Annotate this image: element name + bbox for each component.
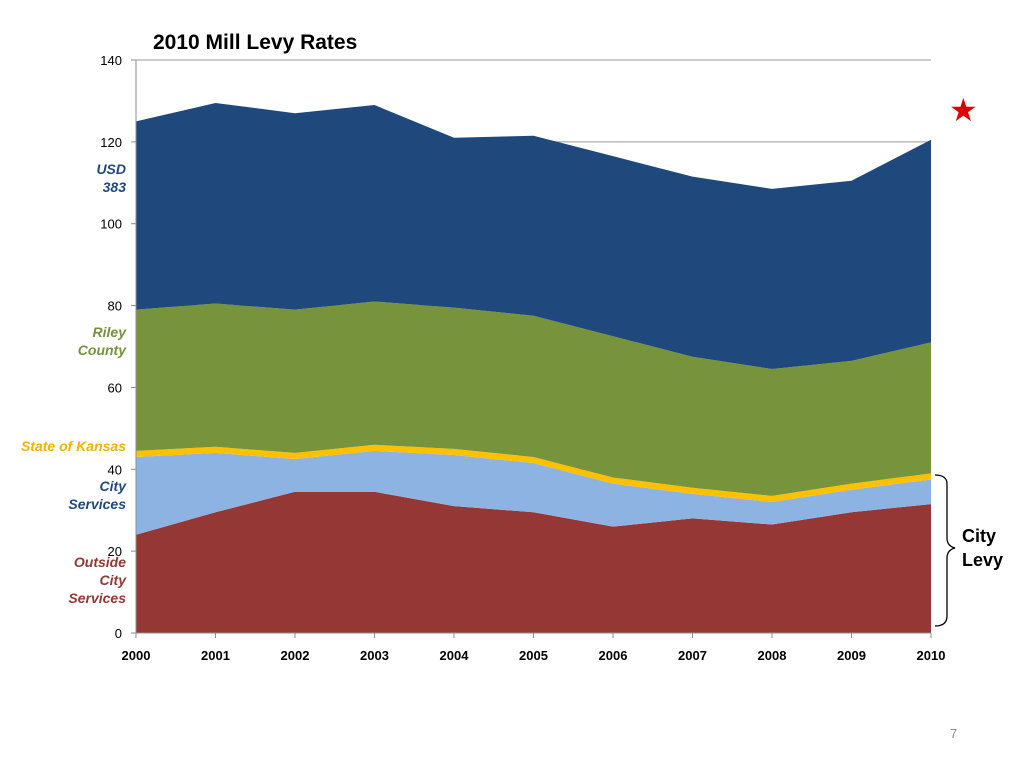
x-tick-label: 2003 [360,648,389,663]
area-city-services [136,450,931,535]
y-tick-label: 0 [115,626,122,641]
label-word: USD [96,161,126,177]
y-tick-label: 140 [100,53,122,68]
area-state-of-kansas [136,444,931,503]
label-word: Outside [73,554,126,570]
x-tick-label: 2001 [201,648,230,663]
series-label-city-services: City Services [46,477,126,513]
page-number: 7 [950,726,958,741]
area-outside-city-services [136,491,931,633]
y-tick-label: 40 [108,462,122,477]
series-label-outside-city-services: Outside City Services [46,553,126,607]
x-tick-label: 2005 [519,648,548,663]
x-tick-label: 2006 [599,648,628,663]
x-tick-label: 2000 [122,648,151,663]
city-levy-brace [934,474,956,627]
x-tick-label: 2002 [281,648,310,663]
chart-title: 2010 Mill Levy Rates [153,31,358,54]
x-tick-label: 2007 [678,648,707,663]
axis-layer: 0 20 40 60 80 100 120 140 2000 2001 2002 2003 2004 20… [100,53,945,663]
label-word: Services [68,496,126,512]
x-tick-label: 2008 [758,648,787,663]
y-tick-label: 100 [100,217,122,232]
area-layer [136,102,931,633]
label-word: County [77,342,126,358]
label-word: Riley [92,324,126,340]
city-levy-label: City Levy [962,524,1012,572]
series-label-riley-county: Riley County [46,323,126,359]
y-tick-label: 120 [100,135,122,150]
y-tick-label: 60 [108,380,122,395]
x-tick-label: 2009 [837,648,866,663]
x-tick-label: 2010 [917,648,946,663]
label-word: City [99,478,126,494]
label-word: Levy [962,550,1004,570]
y-tick-label: 80 [108,299,122,314]
star-icon: ★ [949,91,978,129]
series-label-usd-383: USD 383 [66,160,126,196]
area-riley-county [136,301,931,496]
label-word: 383 [102,179,126,195]
label-word: City [962,526,997,546]
label-word: Services [68,590,126,606]
x-tick-label: 2004 [440,648,470,663]
area-usd-383 [136,102,931,370]
label-word: City [99,572,126,588]
y-tick-label: 20 [108,544,122,559]
city-levy-text: City Levy [962,526,1003,570]
series-label-state-of-kansas: State of Kansas [20,438,126,454]
